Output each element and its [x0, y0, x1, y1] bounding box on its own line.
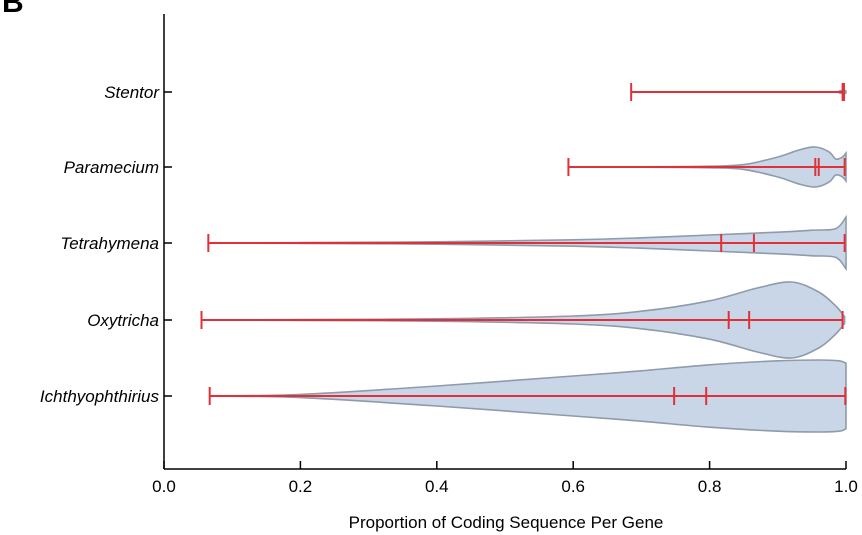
x-tick-label: 1.0	[834, 477, 858, 496]
category-label: Stentor	[104, 83, 160, 102]
x-tick-label: 0.8	[698, 477, 722, 496]
axes-layer: 0.0 0.2 0.4 0.6 0.8 1.0 Stentor Paramecium Tetr…	[40, 14, 858, 496]
x-tick-label: 0.2	[289, 477, 313, 496]
x-tick-label: 0.0	[152, 477, 176, 496]
category-label: Ichthyophthirius	[40, 387, 160, 406]
x-axis-title: Proportion of Coding Sequence Per Gene	[349, 513, 664, 532]
x-tick-label: 0.4	[425, 477, 449, 496]
panel-label: B	[2, 0, 24, 19]
x-ticks: 0.0 0.2 0.4 0.6 0.8 1.0	[152, 461, 858, 496]
whiskers-layer	[200, 83, 847, 405]
x-tick-label: 0.6	[561, 477, 585, 496]
category-label: Oxytricha	[87, 311, 159, 330]
y-ticks: Stentor Paramecium Tetrahymena Oxytricha Ich…	[40, 83, 172, 406]
violins-layer	[201, 89, 847, 433]
category-label: Paramecium	[64, 158, 159, 177]
category-label: Tetrahymena	[60, 234, 159, 253]
